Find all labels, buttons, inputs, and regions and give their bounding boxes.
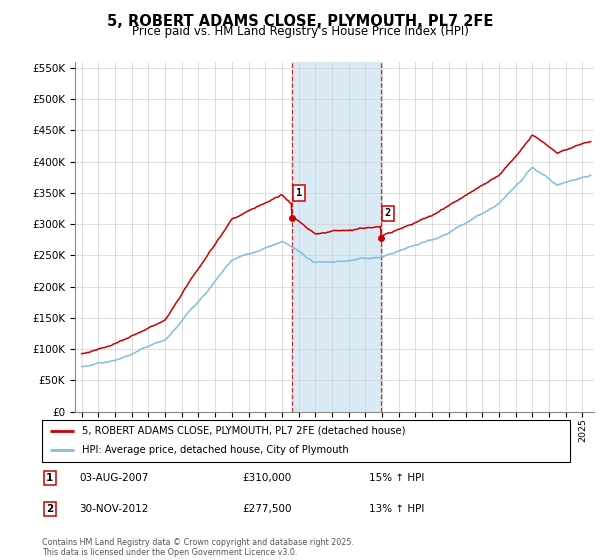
Text: Price paid vs. HM Land Registry's House Price Index (HPI): Price paid vs. HM Land Registry's House …	[131, 25, 469, 38]
Text: HPI: Average price, detached house, City of Plymouth: HPI: Average price, detached house, City…	[82, 445, 349, 455]
Text: £277,500: £277,500	[242, 504, 292, 514]
Text: 5, ROBERT ADAMS CLOSE, PLYMOUTH, PL7 2FE: 5, ROBERT ADAMS CLOSE, PLYMOUTH, PL7 2FE	[107, 14, 493, 29]
Text: £310,000: £310,000	[242, 473, 292, 483]
Text: 03-AUG-2007: 03-AUG-2007	[79, 473, 148, 483]
Text: 30-NOV-2012: 30-NOV-2012	[79, 504, 148, 514]
Text: 13% ↑ HPI: 13% ↑ HPI	[370, 504, 425, 514]
Text: 1: 1	[46, 473, 53, 483]
Text: 15% ↑ HPI: 15% ↑ HPI	[370, 473, 425, 483]
Text: 2: 2	[385, 208, 391, 218]
FancyBboxPatch shape	[42, 420, 570, 462]
Text: 1: 1	[296, 188, 302, 198]
Text: Contains HM Land Registry data © Crown copyright and database right 2025.
This d: Contains HM Land Registry data © Crown c…	[42, 538, 354, 557]
Bar	[292, 62, 380, 412]
Text: 2: 2	[46, 504, 53, 514]
Text: 5, ROBERT ADAMS CLOSE, PLYMOUTH, PL7 2FE (detached house): 5, ROBERT ADAMS CLOSE, PLYMOUTH, PL7 2FE…	[82, 426, 405, 436]
